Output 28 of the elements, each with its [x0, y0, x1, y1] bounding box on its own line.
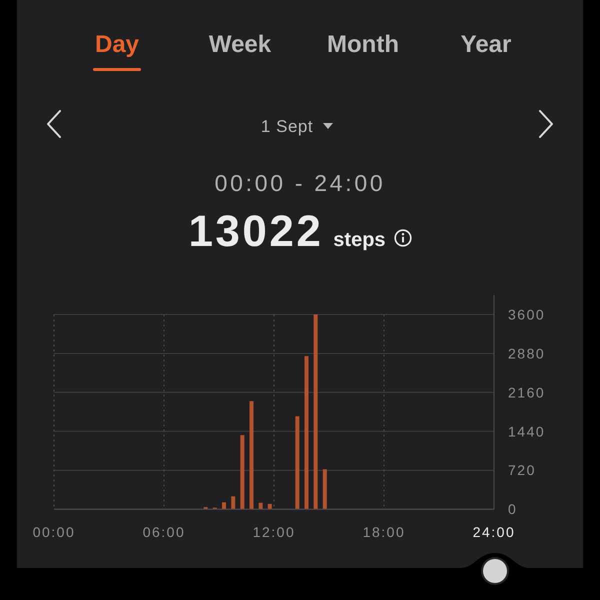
y-tick-label: 3600: [508, 306, 546, 322]
y-tick-label: 720: [508, 462, 536, 478]
x-tick-label: 18:00: [362, 524, 406, 540]
bar: [231, 496, 236, 510]
y-tick-label: 0: [508, 501, 518, 518]
x-tick-label: 24:00: [472, 524, 516, 540]
text: 1 Sept: [260, 116, 314, 136]
text: Year: [460, 31, 512, 58]
text: Day: [94, 31, 140, 58]
bar: [304, 356, 308, 510]
x-tick-label: 06:00: [142, 524, 186, 540]
x-tick-label: 12:00: [252, 524, 296, 540]
y-tick-label: 2160: [508, 384, 546, 400]
y-tick-label: 2880: [508, 345, 546, 362]
chart-subtitle: 00:00 - 24:00: [214, 170, 386, 196]
y-tick-label: 1440: [508, 423, 546, 440]
bar: [250, 401, 254, 510]
bar: [314, 314, 318, 510]
bar: [222, 502, 226, 510]
text: Week: [208, 31, 272, 58]
bar: [268, 504, 272, 510]
bar: [322, 469, 327, 510]
chart-title: 13022 steps: [188, 206, 386, 256]
bar: [295, 416, 300, 510]
bar: [240, 435, 244, 510]
text: Month: [327, 31, 399, 58]
bar: [258, 502, 263, 510]
x-tick-label: 00:00: [32, 524, 76, 540]
